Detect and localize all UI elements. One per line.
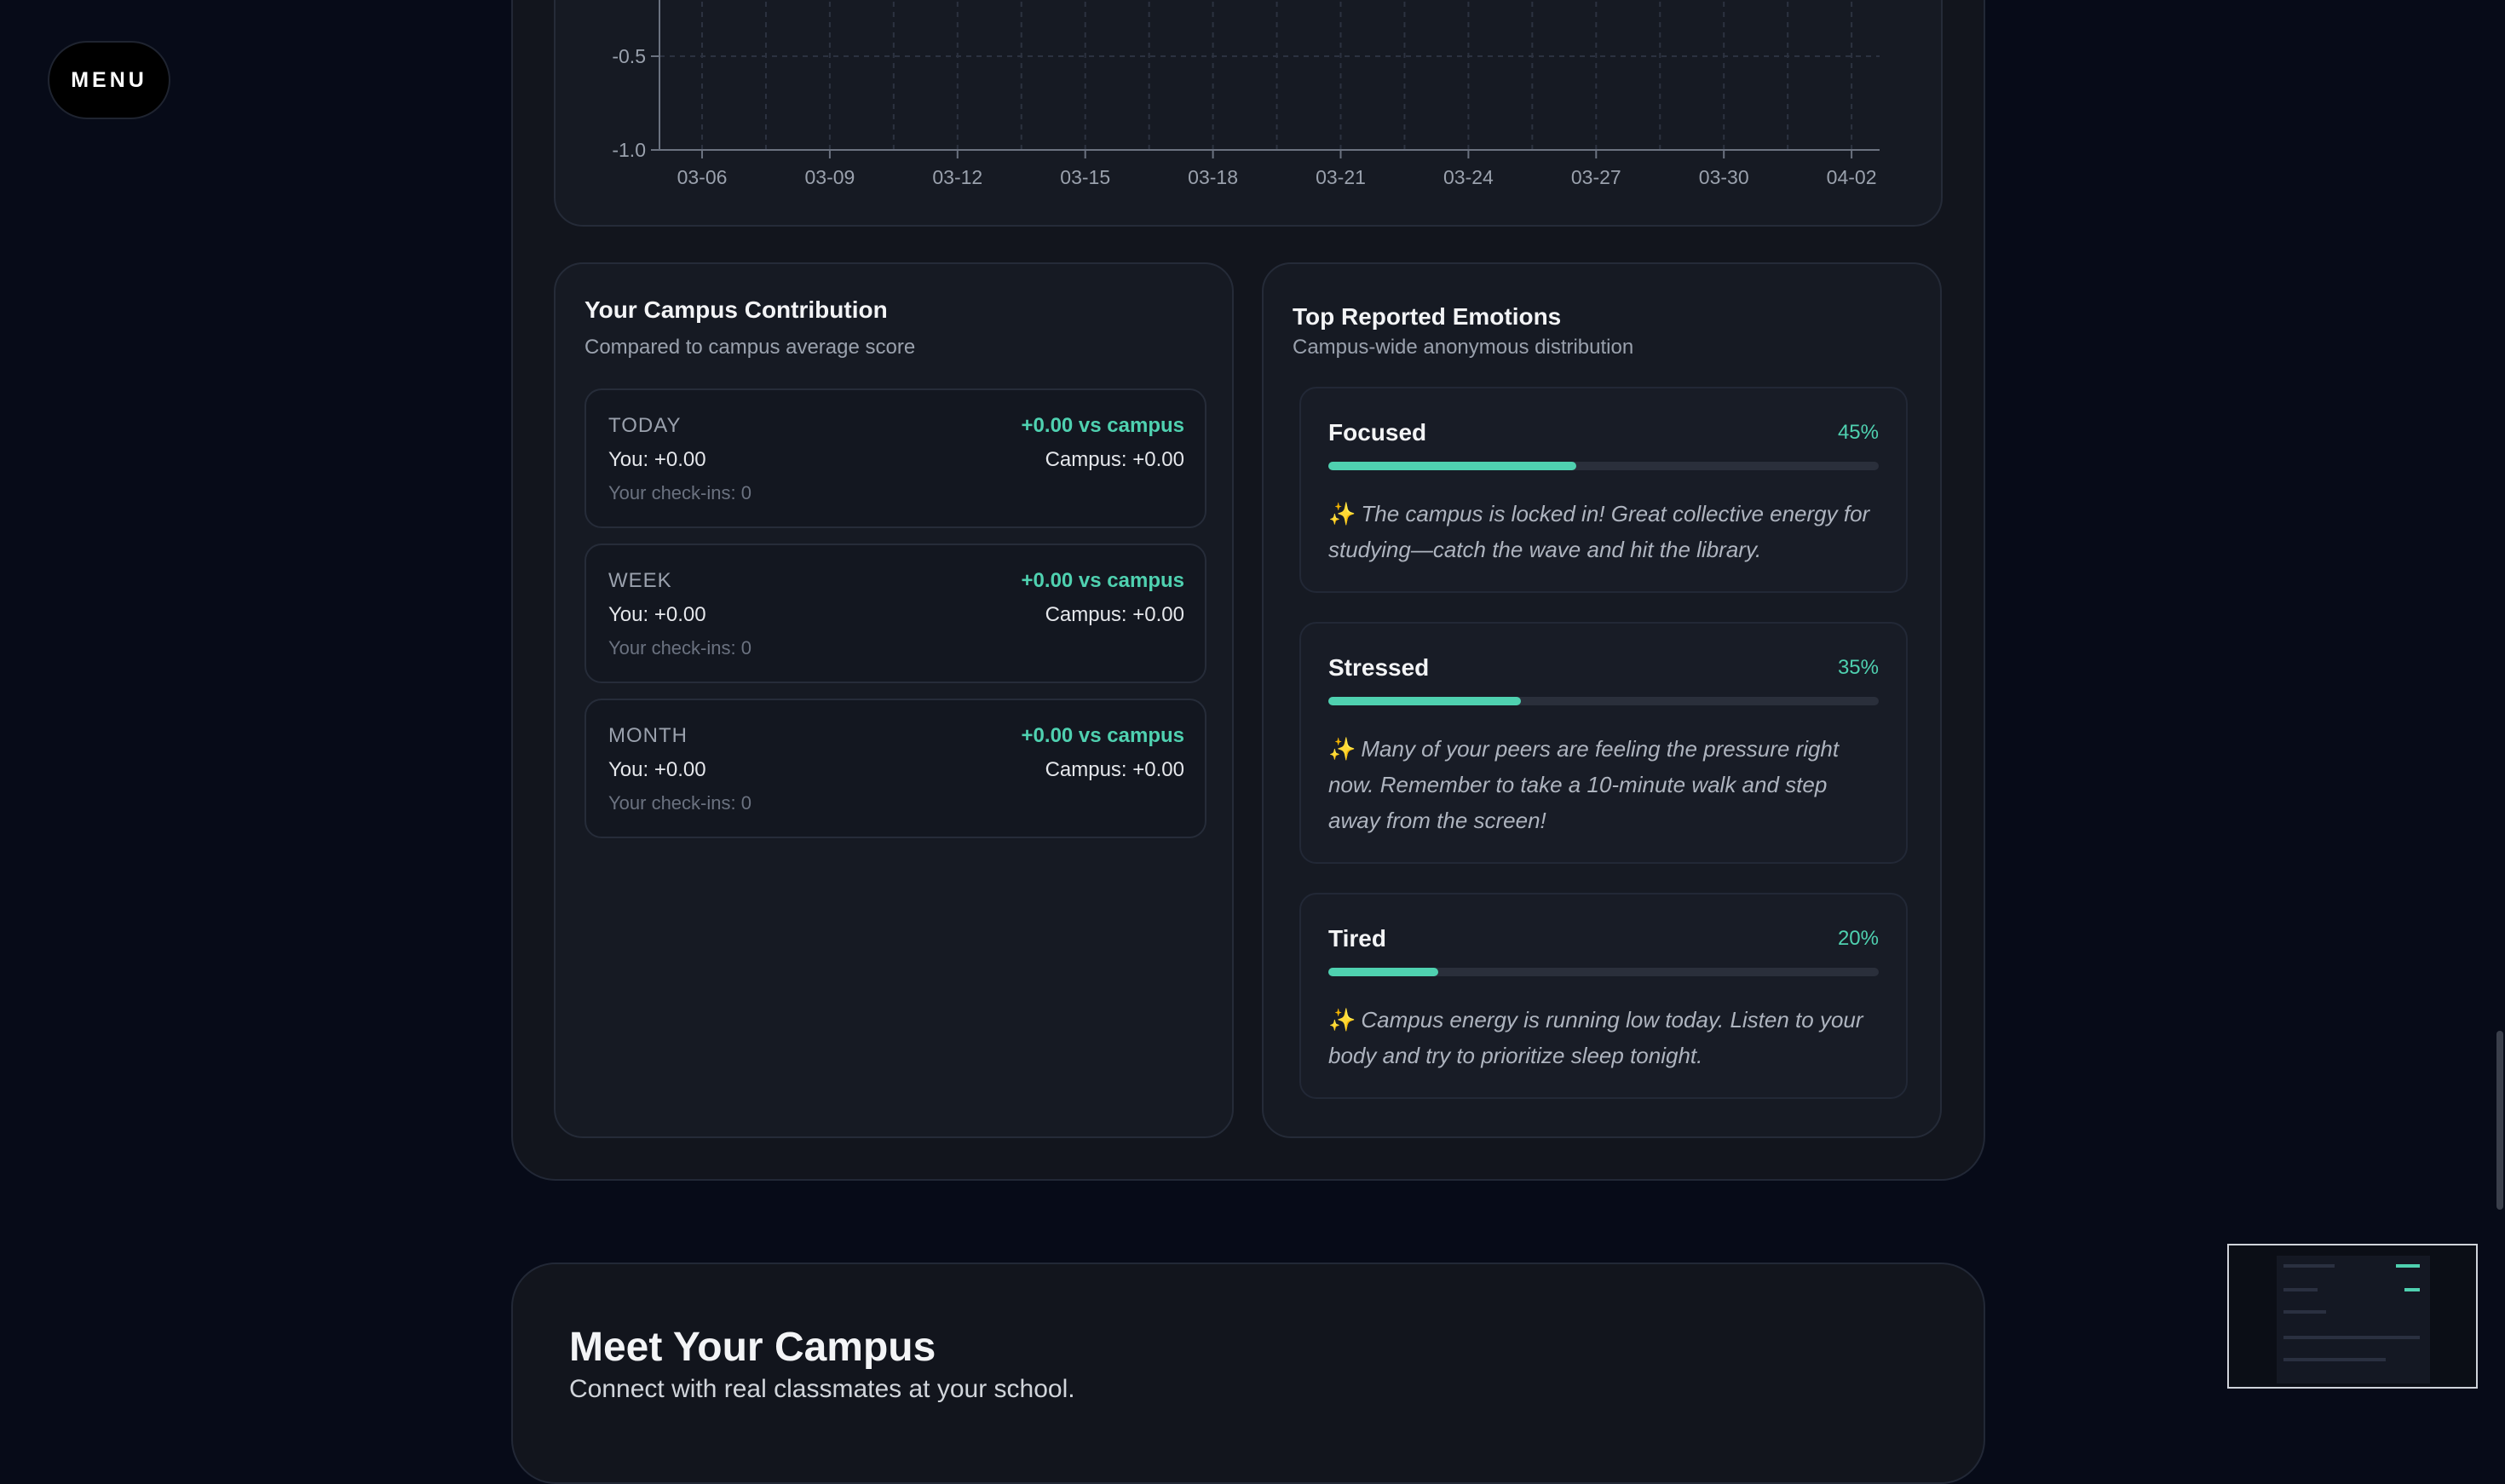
delta-value: +0.00 vs campus: [1021, 724, 1184, 747]
emotion-bar-fill: [1328, 697, 1522, 705]
emotion-bar-fill: [1328, 968, 1439, 976]
x-tick-label: 03-30: [1699, 166, 1749, 188]
minimap-line: [2283, 1264, 2335, 1268]
campus-score: Campus: +0.00: [1045, 448, 1184, 471]
x-tick-label: 03-21: [1316, 166, 1366, 188]
minimap-line: [2396, 1264, 2420, 1268]
emotions-title: Top Reported Emotions: [1293, 303, 1562, 330]
x-tick-label: 03-12: [932, 166, 982, 188]
delta-value: +0.00 vs campus: [1021, 414, 1184, 437]
sparkles-icon: ✨: [1328, 501, 1356, 526]
emotion-percent: 20%: [1837, 927, 1879, 950]
meet-title: Meet Your Campus: [569, 1325, 936, 1370]
period-label: MONTH: [608, 724, 688, 747]
campus-score: Campus: +0.00: [1045, 603, 1184, 626]
emotion-message-text: Many of your peers are feeling the press…: [1328, 736, 1840, 833]
scrollbar-thumb[interactable]: [2496, 1031, 2503, 1210]
contribution-row-month: MONTH +0.00 vs campus You: +0.00 Campus:…: [584, 699, 1206, 838]
emotion-bar-track: [1328, 697, 1879, 705]
mood-trend-chart: -0.5 -1.0 03-06 03-09 03-12 03-15 03-18 03-21 03…: [554, 0, 1943, 227]
x-tick-label: 03-09: [804, 166, 855, 188]
meet-subtitle: Connect with real classmates at your sch…: [569, 1375, 1075, 1403]
x-tick-label: 03-24: [1443, 166, 1494, 188]
emotion-bar-track: [1328, 462, 1879, 470]
minimap-viewport: [2277, 1256, 2430, 1383]
sparkles-icon: ✨: [1328, 1007, 1356, 1032]
you-score: You: +0.00: [608, 448, 706, 471]
chart-svg: -0.5 -1.0 03-06 03-09 03-12 03-15 03-18 03-21 03…: [612, 0, 1880, 188]
checkins-count: Your check-ins: 0: [608, 792, 752, 814]
you-score: You: +0.00: [608, 603, 706, 626]
minimap-line: [2404, 1288, 2420, 1291]
emotion-message: ✨ The campus is locked in! Great collecti…: [1328, 496, 1872, 567]
emotions-subtitle: Campus-wide anonymous distribution: [1293, 336, 1634, 359]
y-tick-label: -1.0: [612, 139, 646, 161]
you-score: You: +0.00: [608, 758, 706, 781]
period-label: TODAY: [608, 414, 682, 437]
emotion-name: Tired: [1328, 925, 1386, 952]
checkins-count: Your check-ins: 0: [608, 637, 752, 659]
campus-contribution-card: Your Campus Contribution Compared to cam…: [554, 262, 1234, 1138]
y-tick-label: -0.5: [612, 45, 646, 67]
x-tick-label: 03-06: [677, 166, 728, 188]
emotion-item-tired: Tired 20% ✨ Campus energy is running low …: [1299, 893, 1908, 1099]
menu-button[interactable]: MENU: [48, 41, 170, 119]
emotion-bar-fill: [1328, 462, 1576, 470]
emotion-message: ✨ Many of your peers are feeling the pres…: [1328, 731, 1872, 838]
emotion-percent: 45%: [1837, 421, 1879, 444]
x-tick-label: 03-27: [1571, 166, 1621, 188]
delta-value: +0.00 vs campus: [1021, 569, 1184, 592]
emotion-bar-track: [1328, 968, 1879, 976]
x-tick-label: 03-15: [1060, 166, 1110, 188]
emotion-name: Stressed: [1328, 654, 1430, 681]
minimap-line: [2283, 1336, 2420, 1339]
contribution-subtitle: Compared to campus average score: [584, 336, 916, 359]
minimap-line: [2283, 1358, 2386, 1361]
x-tick-label: 03-18: [1188, 166, 1238, 188]
meet-your-campus-section: Meet Your Campus Connect with real class…: [511, 1263, 1985, 1484]
period-label: WEEK: [608, 569, 672, 592]
checkins-count: Your check-ins: 0: [608, 482, 752, 503]
contribution-row-today: TODAY +0.00 vs campus You: +0.00 Campus:…: [584, 388, 1206, 528]
emotion-item-focused: Focused 45% ✨ The campus is locked in! Gr…: [1299, 387, 1908, 593]
emotion-message: ✨ Campus energy is running low today. Lis…: [1328, 1002, 1872, 1073]
top-emotions-card: Top Reported Emotions Campus-wide anonym…: [1262, 262, 1942, 1138]
minimap-line: [2283, 1310, 2326, 1314]
emotion-item-stressed: Stressed 35% ✨ Many of your peers are fee…: [1299, 622, 1908, 864]
page-minimap[interactable]: [2227, 1244, 2478, 1389]
emotion-name: Focused: [1328, 419, 1427, 446]
emotion-percent: 35%: [1837, 656, 1879, 679]
emotion-message-text: The campus is locked in! Great collectiv…: [1328, 501, 1870, 562]
campus-score: Campus: +0.00: [1045, 758, 1184, 781]
emotion-message-text: Campus energy is running low today. List…: [1328, 1007, 1863, 1068]
x-tick-label: 04-02: [1827, 166, 1877, 188]
contribution-title: Your Campus Contribution: [584, 296, 888, 323]
sparkles-icon: ✨: [1328, 736, 1356, 762]
contribution-row-week: WEEK +0.00 vs campus You: +0.00 Campus: …: [584, 544, 1206, 683]
minimap-line: [2283, 1288, 2318, 1291]
